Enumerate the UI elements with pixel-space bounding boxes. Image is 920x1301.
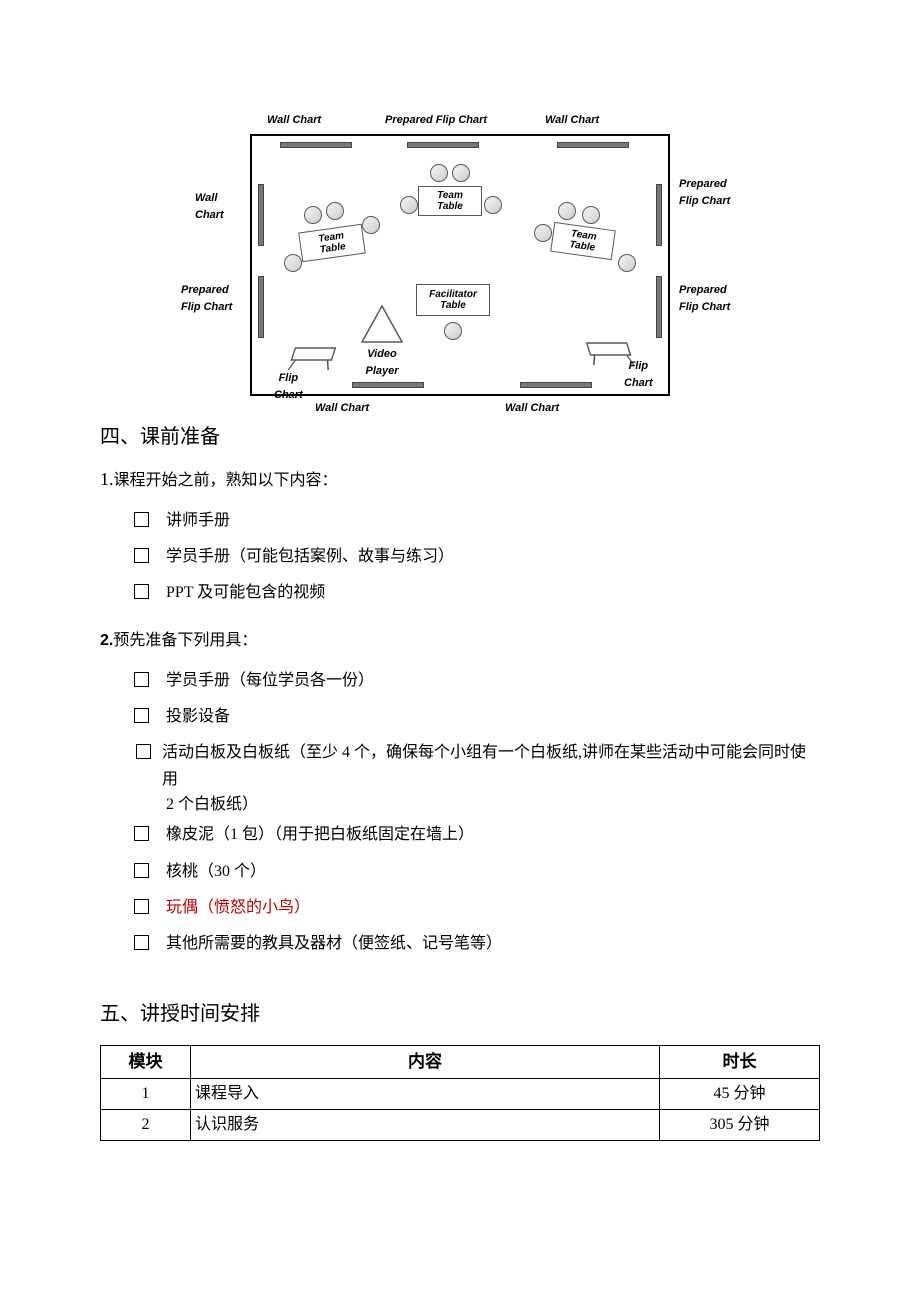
item-number: 2. xyxy=(100,632,113,649)
schedule-table: 模块 内容 时长 1 课程导入 45 分钟 2 认识服务 305 分钟 xyxy=(100,1045,820,1141)
flip-chart-marker xyxy=(656,276,662,338)
item-number: 1. xyxy=(100,469,114,489)
label-video-player: Video Player xyxy=(362,346,402,379)
team-table: Team Table xyxy=(418,186,482,216)
table-cell: 认识服务 xyxy=(191,1109,660,1140)
team-table: Team Table xyxy=(298,224,366,263)
table-header: 时长 xyxy=(660,1046,820,1079)
checklist-item: 核桃（30 个） xyxy=(134,858,820,885)
label-wall-chart: Wall Chart xyxy=(315,400,369,417)
table-row: 1 课程导入 45 分钟 xyxy=(101,1078,820,1109)
chair xyxy=(326,202,344,220)
chair xyxy=(558,202,576,220)
table-row: 2 认识服务 305 分钟 xyxy=(101,1109,820,1140)
checklist-1: 讲师手册 学员手册（可能包括案例、故事与练习） PPT 及可能包含的视频 xyxy=(100,507,820,607)
checklist-item: 玩偶（愤怒的小鸟） xyxy=(134,894,820,921)
section-4-title: 四、课前准备 xyxy=(100,422,820,452)
table-cell: 1 xyxy=(101,1078,191,1109)
section-5-title: 五、讲授时间安排 xyxy=(100,999,820,1029)
chair xyxy=(444,322,462,340)
chair xyxy=(304,206,322,224)
flip-chart-marker xyxy=(258,276,264,338)
section-4-item-2: 2.预先准备下列用具： xyxy=(100,629,820,653)
chair xyxy=(618,254,636,272)
chair xyxy=(452,164,470,182)
checklist-2: 学员手册（每位学员各一份） 投影设备 活动白板及白板纸（至少 4 个，确保每个小… xyxy=(100,667,820,794)
chair xyxy=(484,196,502,214)
checklist-item: 橡皮泥（1 包）（用于把白板纸固定在墙上） xyxy=(134,821,820,848)
wall-chart-marker xyxy=(557,142,629,148)
chair xyxy=(582,206,600,224)
checklist-item: 学员手册（每位学员各一份） xyxy=(134,667,820,694)
table-cell: 305 分钟 xyxy=(660,1109,820,1140)
table-header: 模块 xyxy=(101,1046,191,1079)
facilitator-table: Facilitator Table xyxy=(416,284,490,316)
team-table: Team Table xyxy=(550,222,616,260)
checklist-item: 学员手册（可能包括案例、故事与练习） xyxy=(134,543,820,570)
label-prepared-flip-chart: PreparedFlip Chart xyxy=(181,282,251,315)
table-header: 内容 xyxy=(191,1046,660,1079)
table-cell: 课程导入 xyxy=(191,1078,660,1109)
item-text: 预先准备下列用具： xyxy=(113,632,257,649)
checklist-2-cont: 橡皮泥（1 包）（用于把白板纸固定在墙上） 核桃（30 个） 玩偶（愤怒的小鸟）… xyxy=(100,821,820,957)
table-header-row: 模块 内容 时长 xyxy=(101,1046,820,1079)
checklist-item: PPT 及可能包含的视频 xyxy=(134,579,820,606)
label-wall-chart: Wall Chart xyxy=(267,112,321,129)
checklist-item-red: 玩偶（愤怒的小鸟） xyxy=(166,899,310,916)
wall-chart-marker xyxy=(258,184,264,246)
checklist-item: 活动白板及白板纸（至少 4 个，确保每个小组有一个白板纸,讲师在某些活动中可能会… xyxy=(134,739,820,793)
section-4-item-1: 1.课程开始之前，熟知以下内容： xyxy=(100,466,820,493)
checklist-item: 投影设备 xyxy=(134,703,820,730)
checklist-item-continuation: 2 个白板纸） xyxy=(134,793,820,817)
chair xyxy=(400,196,418,214)
video-player-icon xyxy=(360,304,404,352)
checklist-item: 其他所需要的教具及器材（便签纸、记号笔等） xyxy=(134,930,820,957)
checklist-item: 讲师手册 xyxy=(134,507,820,534)
label-wall-chart: WallChart xyxy=(195,190,245,223)
flip-chart-marker xyxy=(407,142,479,148)
item-text: 课程开始之前，熟知以下内容： xyxy=(114,472,338,489)
wall-chart-marker xyxy=(520,382,592,388)
table-cell: 45 分钟 xyxy=(660,1078,820,1109)
chair xyxy=(362,216,380,234)
label-prepared-flip-chart: PreparedFlip Chart xyxy=(679,176,749,209)
label-flip-chart: Flip Chart xyxy=(624,358,653,391)
chair xyxy=(284,254,302,272)
label-flip-chart: Flip Chart xyxy=(274,370,303,403)
label-prepared-flip-chart: Prepared Flip Chart xyxy=(385,112,487,129)
label-prepared-flip-chart: PreparedFlip Chart xyxy=(679,282,749,315)
wall-chart-marker xyxy=(352,382,424,388)
wall-chart-marker xyxy=(280,142,352,148)
chair xyxy=(430,164,448,182)
label-wall-chart: Wall Chart xyxy=(545,112,599,129)
chair xyxy=(534,224,552,242)
flip-chart-marker xyxy=(656,184,662,246)
table-cell: 2 xyxy=(101,1109,191,1140)
label-wall-chart: Wall Chart xyxy=(505,400,559,417)
room-outline: Team Table Team Table Team Table Facilit… xyxy=(250,134,670,396)
room-layout-diagram: Wall Chart Prepared Flip Chart Wall Char… xyxy=(205,110,715,410)
